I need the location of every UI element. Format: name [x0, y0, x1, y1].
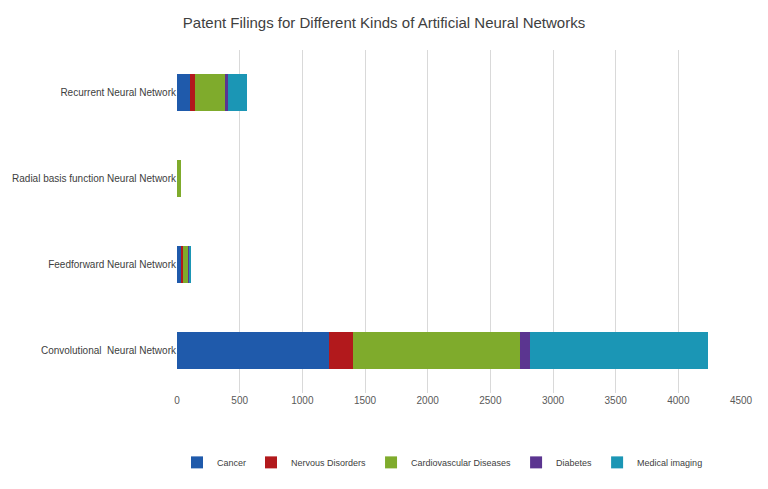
- svg-text:Convolutional Neural Network: Convolutional Neural Network: [41, 345, 177, 356]
- svg-text:500: 500: [231, 395, 248, 406]
- svg-text:0: 0: [174, 395, 180, 406]
- svg-text:Diabetes: Diabetes: [556, 458, 592, 468]
- svg-text:4000: 4000: [667, 395, 690, 406]
- svg-text:Medical imaging: Medical imaging: [637, 458, 702, 468]
- svg-text:Cardiovascular Diseases: Cardiovascular Diseases: [411, 458, 511, 468]
- svg-text:3500: 3500: [605, 395, 628, 406]
- svg-text:Feedforward Neural Network: Feedforward Neural Network: [48, 259, 177, 270]
- svg-text:3000: 3000: [542, 395, 565, 406]
- svg-text:Nervous Disorders: Nervous Disorders: [291, 458, 366, 468]
- svg-text:Radial basis function Neural N: Radial basis function Neural Network: [12, 173, 177, 184]
- svg-text:2000: 2000: [417, 395, 440, 406]
- svg-text:Patent Filings for Different K: Patent Filings for Different Kinds of Ar…: [183, 14, 585, 31]
- svg-text:1000: 1000: [291, 395, 314, 406]
- svg-text:Cancer: Cancer: [217, 458, 246, 468]
- svg-text:Recurrent Neural Network: Recurrent Neural Network: [60, 87, 177, 98]
- svg-text:4500: 4500: [730, 395, 753, 406]
- svg-text:2500: 2500: [479, 395, 502, 406]
- svg-text:1500: 1500: [354, 395, 377, 406]
